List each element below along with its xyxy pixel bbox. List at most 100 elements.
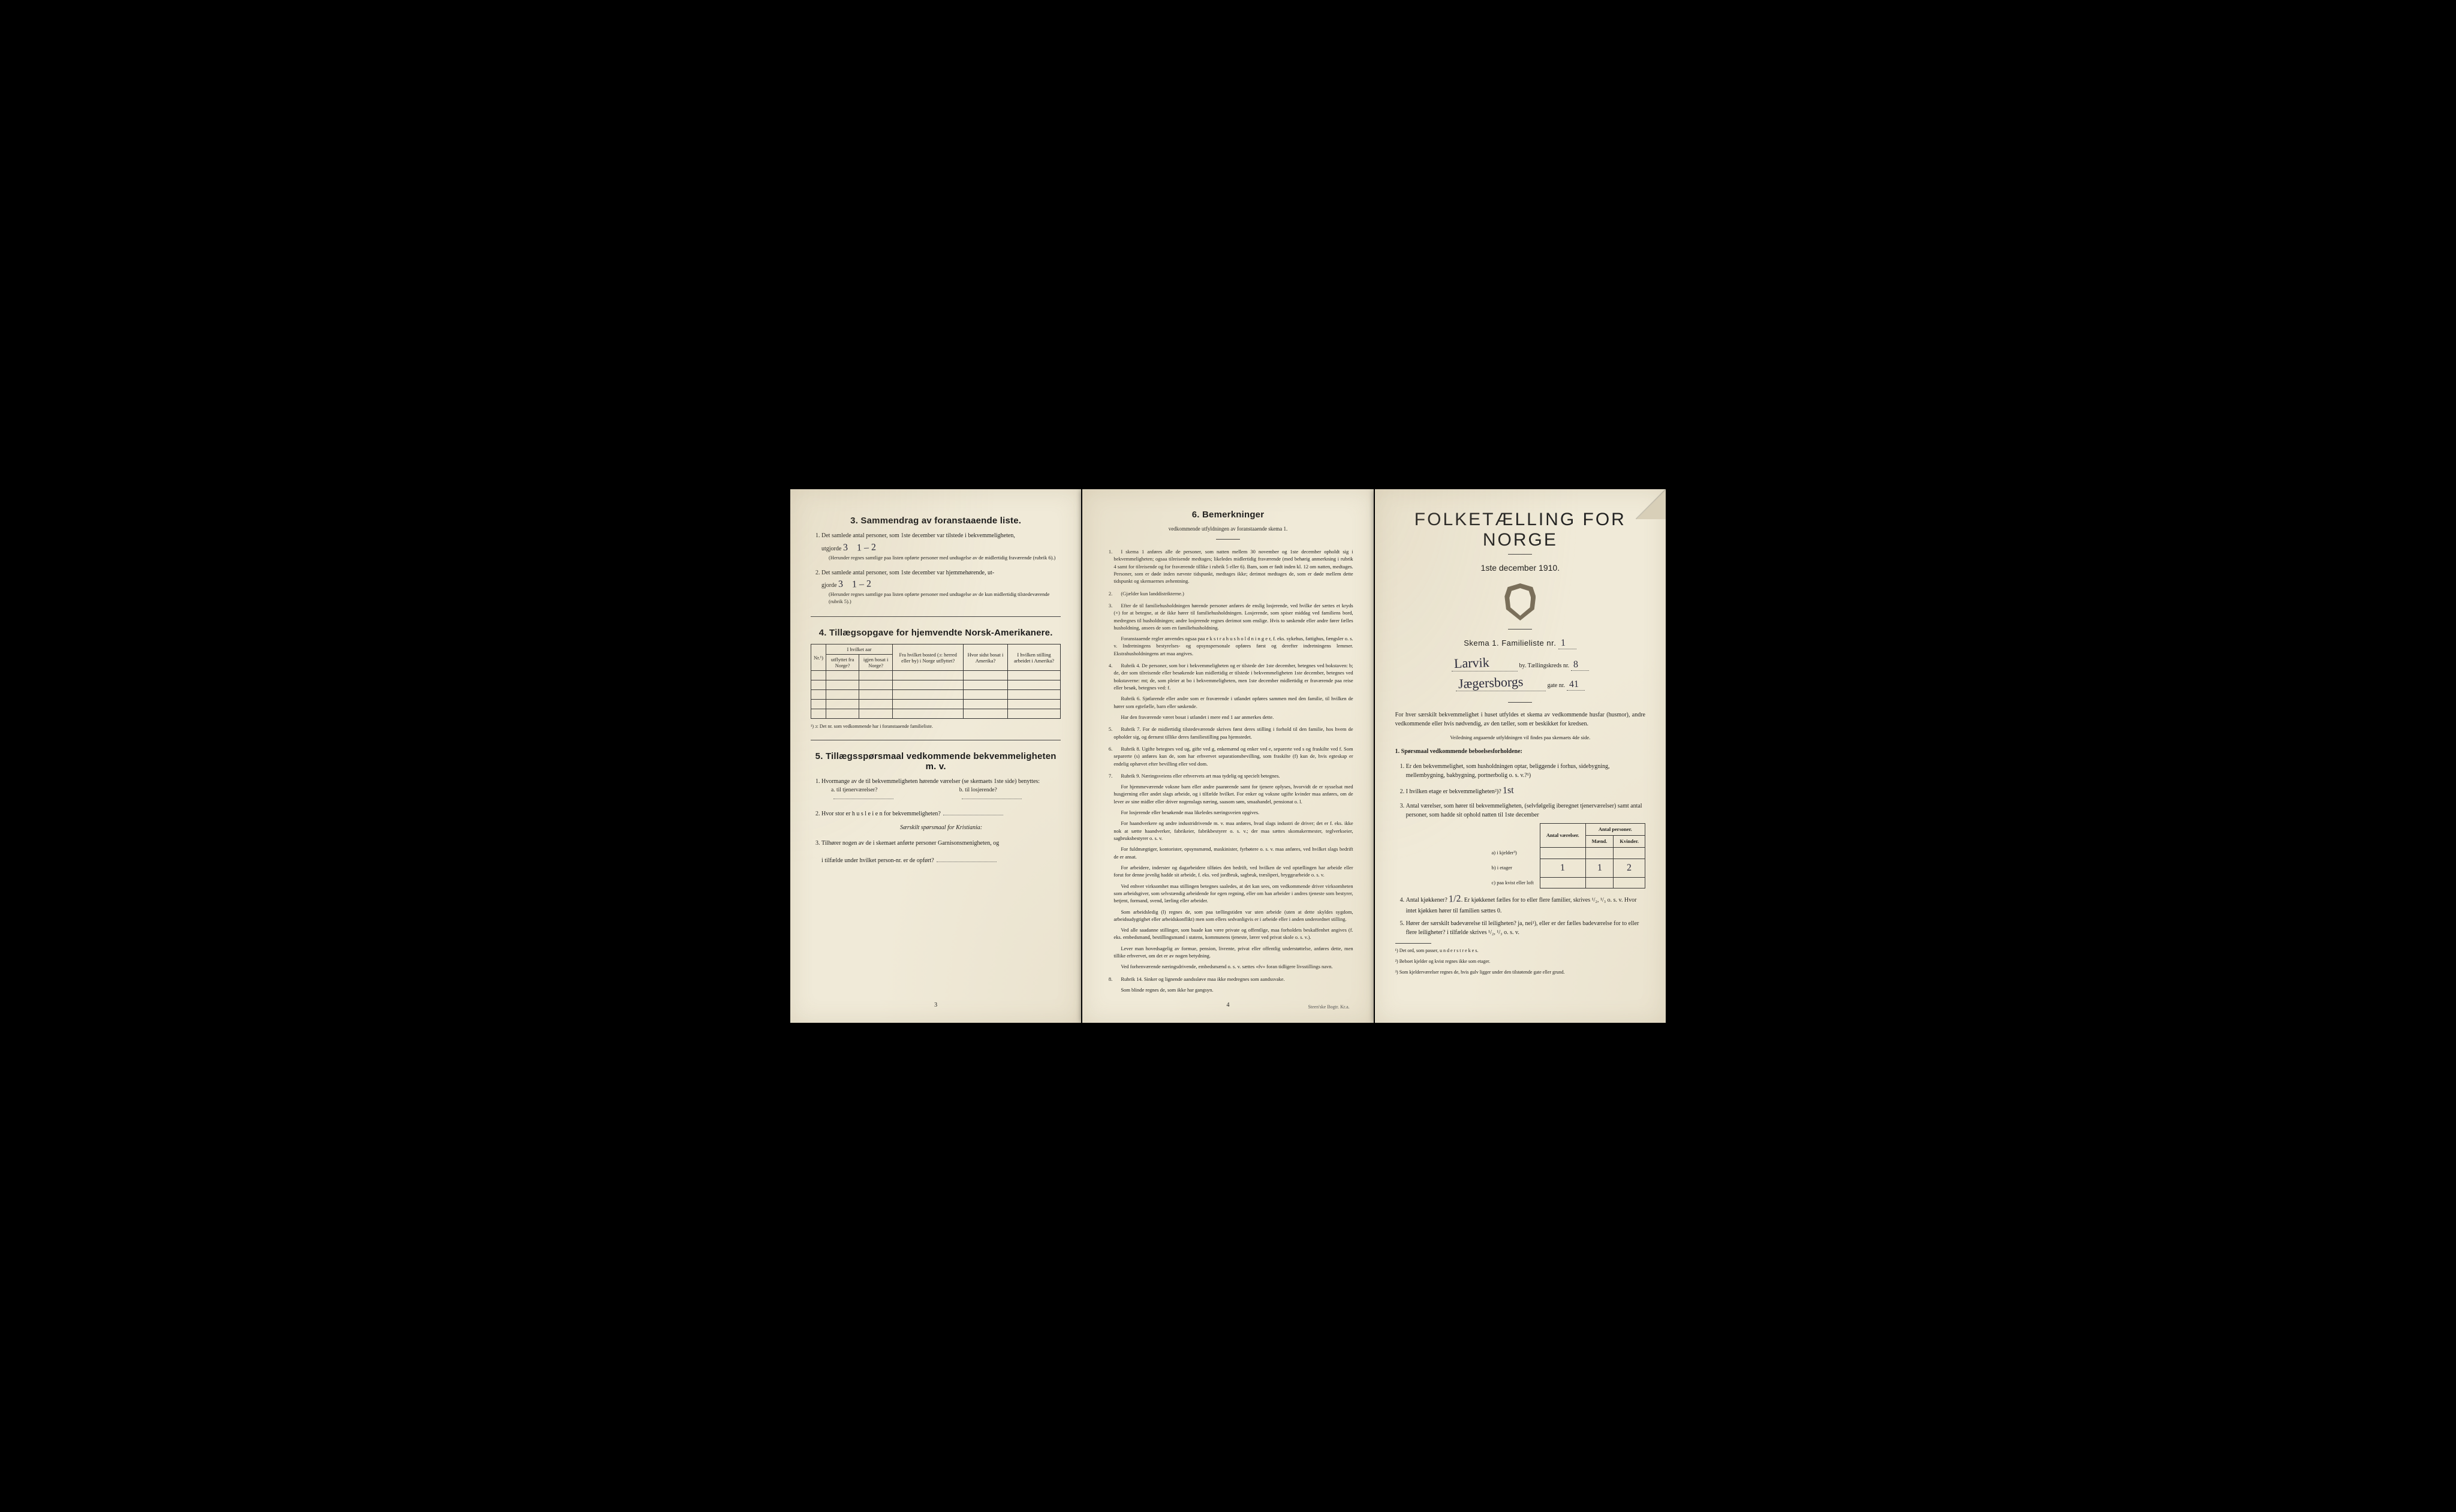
q1-4-label: Antal kjøkkener? [1406,897,1447,903]
row-etager: b) i etager [1486,859,1540,877]
remark-item: I skema 1 anføres alle de personer, som … [1113,548,1353,585]
page-3: 3. Sammendrag av foranstaaende liste. De… [790,489,1081,1023]
th-aar: I hvilket aar [826,644,893,655]
dwelling-questions: Er den bekvemmelighet, som husholdningen… [1395,762,1645,937]
s3-item2b: gjorde [821,582,837,589]
s3-item2: Det samlede antal personer, som 1ste dec… [821,569,1061,606]
remarks-list: I skema 1 anføres alle de personer, som … [1103,548,1353,993]
emigrant-table: Nr.¹) I hvilket aar Fra hvilket bosted (… [811,644,1061,719]
hw-kitchen: 1/2 [1449,892,1461,907]
document-spread: 3. Sammendrag av foranstaaende liste. De… [790,489,1666,1023]
s3-item1-text: Det samlede antal personer, som 1ste dec… [821,532,1015,539]
s5-q1-text: Hvormange av de til bekvemmeligheten hør… [821,778,1040,785]
rooms-table: Antal værelser. Antal personer. Mænd. Kv… [1486,823,1645,888]
th-utf: utflyttet fra Norge? [826,655,859,671]
section-6-subtitle: vedkommende utfyldningen av foranstaaend… [1103,526,1353,532]
q1-5: Hører der særskilt badeværelse til leili… [1406,919,1645,937]
divider [811,616,1061,617]
s5-q3b: i tilfælde under hvilket person-nr. er d… [821,857,934,864]
section-5-title: 5. Tillægsspørsmaal vedkommende bekvemme… [811,751,1061,772]
remark-item: Efter de til familiehusholdningen hørend… [1113,602,1353,657]
intro-text: For hver særskilt bekvemmelighet i huset… [1395,711,1645,728]
hw-men-b: 1 [1597,861,1602,875]
hw-city: Larvik [1454,655,1490,671]
remark-item: Rubrik 4. De personer, som bor i bekvemm… [1113,662,1353,721]
footnote-3: ³) Som kjelderværelser regnes de, hvis g… [1395,969,1645,976]
section-3-list: Det samlede antal personer, som 1ste dec… [811,532,1061,606]
s3-item1b: utgjorde [821,546,841,552]
page-4: 6. Bemerkninger vedkommende utfyldningen… [1082,489,1373,1023]
th-sidst: Hvor sidst bosat i Amerika? [964,644,1007,671]
s5-q1: Hvormange av de til bekvemmeligheten hør… [821,778,1061,803]
hw-rooms-b: 1 [1560,861,1566,875]
q1-heading: 1. Spørsmaal vedkommende beboelsesforhol… [1395,748,1522,755]
q1-2-text: I hvilken etage er bekvemmeligheten²)? [1406,788,1501,795]
printer-imprint: Steen'ske Bogtr. Kr.a. [1308,1004,1349,1010]
th-nr: Nr.¹) [811,644,826,671]
s5-q1a: a. til tjenerværelser? [831,787,877,793]
city-line: Larvik by. Tællingskreds nr. 8 [1395,655,1645,671]
remark-item: Rubrik 8. Ugifte betegnes ved ug, gifte … [1113,745,1353,767]
s4-footnote: ¹) ɔ: Det nr. som vedkommende har i fora… [811,724,1061,729]
street-line: Jægersborgs gate nr. 41 [1395,675,1645,691]
hw-kreds: 8 [1573,659,1578,670]
crest-rule [1508,629,1532,630]
s5-q2: Hvor stor er h u s l e i e n for bekvemm… [821,810,1061,832]
hw-range-2: 1 – 2 [852,577,872,592]
q1-4: Antal kjøkkener? 1/2. Er kjøkkenet fælle… [1406,892,1645,915]
s3-item2-text: Det samlede antal personer, som 1ste dec… [821,570,994,576]
s5-q2-note: Særskilt spørsmaal for Kristiania: [821,824,1061,833]
remark-item: Rubrik 9. Næringsveiens eller erhvervets… [1113,772,1353,971]
th-women: Kvinder. [1614,836,1645,848]
th-bosted: Fra hvilket bosted (ɔ: herred eller by) … [893,644,964,671]
th-stilling: I hvilken stilling arbeidet i Amerika? [1007,644,1061,671]
th-rooms: Antal værelser. [1540,824,1585,848]
census-title: FOLKETÆLLING FOR NORGE [1395,510,1645,550]
th-igjen: igjen bosat i Norge? [859,655,893,671]
intro2-text: Veiledning angaaende utfyldningen vil fi… [1395,734,1645,742]
hw-gatenr: 41 [1569,679,1579,691]
q1-1: Er den bekvemmelighet, som husholdningen… [1406,762,1645,780]
q1-3-text: Antal værelser, som hører til bekvemmeli… [1406,803,1642,818]
remark-item: (Gjælder kun landdistrikterne.) [1113,590,1353,597]
address-rule [1508,702,1532,703]
s3-note2: (Herunder regnes samtlige paa listen opf… [821,591,1061,606]
remark-item: Rubrik 7. For de midlertidig tilstedevær… [1113,725,1353,740]
s3-note1: (Herunder regnes samtlige paa listen opf… [821,555,1061,562]
hw-etage: 1st [1503,784,1514,799]
title-rule [1508,554,1532,555]
section-3-title: 3. Sammendrag av foranstaaende liste. [811,516,1061,526]
schema-label: Skema 1. Familieliste nr. [1464,638,1556,647]
hw-count-1: 3 [842,540,848,554]
q1-3: Antal værelser, som hører til bekvemmeli… [1406,802,1645,888]
th-men: Mænd. [1585,836,1614,848]
schema-line: Skema 1. Familieliste nr. 1 [1395,638,1645,649]
hw-count-2: 3 [838,577,844,591]
row-kjelder: a) i kjelder³) [1486,847,1540,859]
s5-q1b: b. til losjerende? [959,787,997,793]
section-6-title: 6. Bemerkninger [1103,510,1353,520]
th-persons: Antal personer. [1585,824,1645,836]
coat-of-arms-icon [1504,583,1536,621]
hw-women-b: 2 [1627,861,1632,875]
hw-range-1: 1 – 2 [856,540,876,555]
hw-street: Jægersborgs [1458,674,1524,692]
divider-short [1216,539,1240,540]
street-suffix: gate nr. [1548,682,1565,689]
row-loft: c) paa kvist eller loft [1486,877,1540,888]
remark-item: Rubrik 14. Sinker og lignende aandssløve… [1113,975,1353,994]
hw-familienr: 1 [1561,638,1566,649]
footnote-1: ¹) Det ord, som passer, u n d e r s t r … [1395,947,1645,954]
instructions: For hver særskilt bekvemmelighet i huset… [1395,711,1645,976]
census-date: 1ste december 1910. [1395,563,1645,573]
section-4-title: 4. Tillægsopgave for hjemvendte Norsk-Am… [811,628,1061,638]
city-suffix: by. Tællingskreds nr. [1519,662,1570,669]
fn-rule [1395,943,1431,944]
s5-q3: Tilhører nogen av de i skemaet anførte p… [821,839,1061,866]
footnote-2: ²) Beboet kjelder og kvist regnes ikke s… [1395,958,1645,965]
s5-q2-text: Hvor stor er h u s l e i e n for bekvemm… [821,811,941,817]
q1-2: I hvilken etage er bekvemmeligheten²)? 1… [1406,784,1645,798]
page-number-4: 4 [1226,1002,1229,1008]
s5-q3-text: Tilhører nogen av de i skemaet anførte p… [821,840,999,847]
page-cover: FOLKETÆLLING FOR NORGE 1ste december 191… [1375,489,1666,1023]
